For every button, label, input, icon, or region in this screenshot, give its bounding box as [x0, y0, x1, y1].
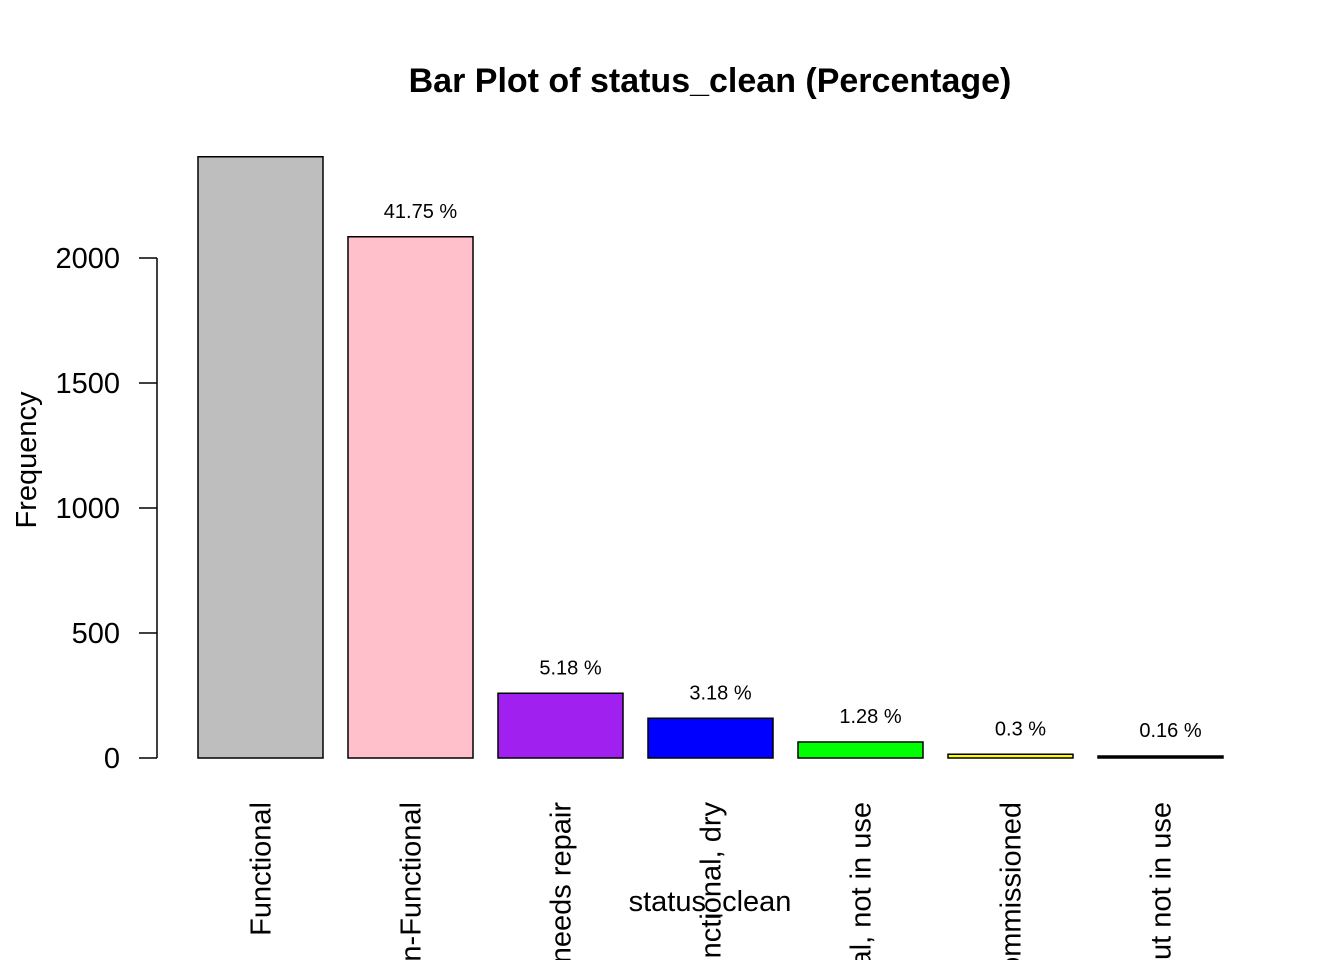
bar-value-label: 0.16 % [1139, 720, 1201, 742]
bar-value-label: 5.18 % [539, 657, 601, 679]
bar [1097, 755, 1224, 759]
bar-value-label: 41.75 % [384, 201, 458, 223]
bar-value-label: 3.18 % [689, 682, 751, 704]
bar [797, 741, 924, 759]
x-tick-labels: Functional Non-Functional Functional, need… [246, 802, 1178, 960]
y-tick-label: 500 [72, 618, 120, 650]
bars [197, 156, 1224, 759]
bar [347, 236, 474, 759]
bar [197, 156, 324, 759]
bar [947, 753, 1074, 759]
y-tick-label: 1500 [55, 368, 120, 400]
y-tick-label: 0 [104, 743, 120, 775]
y-tick-label: 1000 [55, 493, 120, 525]
x-tick-label: Decommissioned [996, 802, 1028, 960]
y-tick-label: 2000 [55, 243, 120, 275]
x-tick-label: Functional, not in use [846, 802, 878, 960]
x-tick-label: Functional, needs repair [546, 802, 578, 960]
bar [647, 717, 774, 759]
bar-value-label: 0.3 % [995, 718, 1046, 740]
bar [497, 692, 624, 759]
bar-value-labels: 41.75 % 5.18 % 3.18 % 1.28 % 0.3 % 0.16 % [384, 201, 1202, 742]
x-axis-label: status_clean [629, 886, 792, 918]
x-tick-label: Functional but not in use [1146, 802, 1178, 960]
y-axis-label: Frequency [11, 391, 43, 529]
y-axis: 0 500 1000 1500 2000 [55, 243, 158, 775]
x-tick-label: Non-Functional [396, 802, 428, 960]
bar-value-label: 1.28 % [839, 706, 901, 728]
chart-title: Bar Plot of status_clean (Percentage) [409, 62, 1012, 100]
x-tick-label: Non-Functional, dry [696, 802, 728, 960]
x-tick-label: Functional [246, 802, 278, 936]
